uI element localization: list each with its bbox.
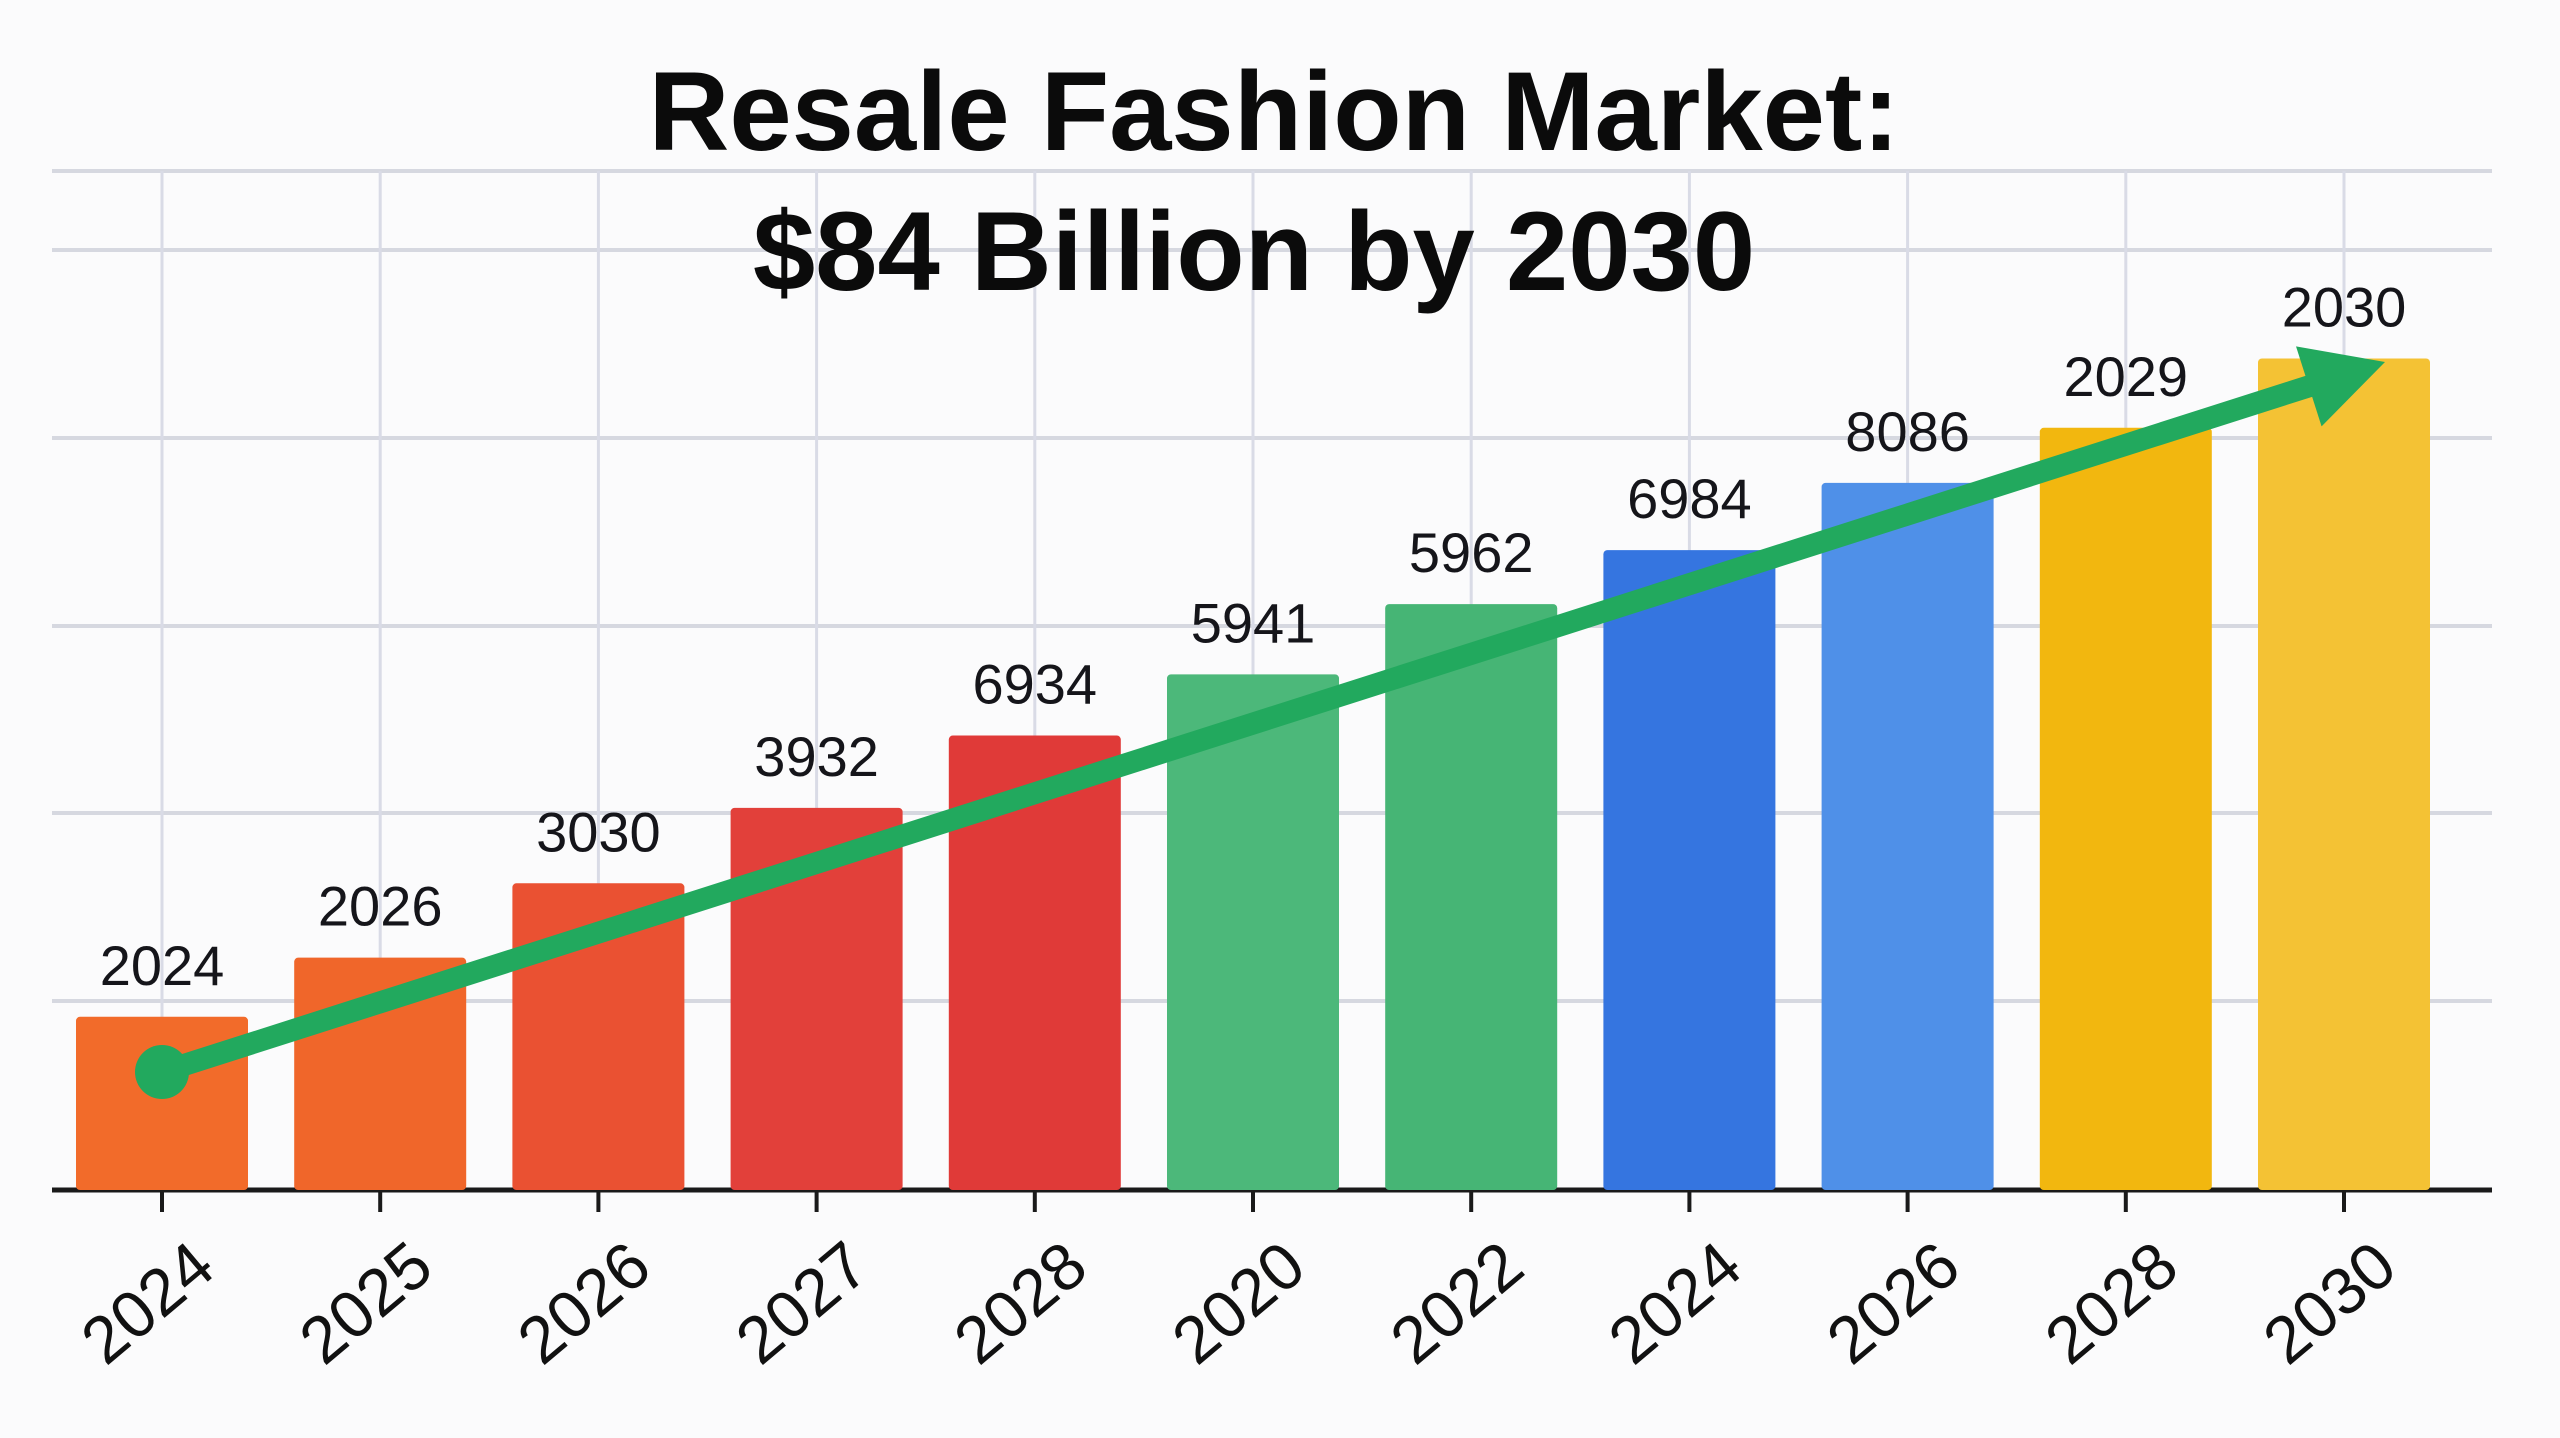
chart-title-line-2: $84 Billion by 2030 (753, 189, 1755, 314)
value-label: 2024 (100, 934, 225, 997)
value-label: 2026 (318, 875, 443, 938)
trend-arrow-head (2296, 346, 2385, 427)
value-label: 2029 (2064, 345, 2189, 408)
value-label: 3030 (536, 800, 661, 863)
x-tick-label: 2024 (1595, 1227, 1755, 1378)
trend-arrow-line (151, 375, 2320, 1083)
bar-7 (1603, 550, 1776, 1190)
bar-3 (730, 807, 903, 1190)
bar-6 (1385, 604, 1558, 1190)
x-tick-label: 2022 (1376, 1227, 1536, 1378)
bar-2 (512, 883, 685, 1190)
bar-4 (948, 735, 1121, 1190)
bar-5 (1167, 674, 1339, 1190)
x-tick-label: 2024 (67, 1227, 227, 1378)
value-label: 2030 (2282, 275, 2407, 338)
trend-arrow-start-dot (135, 1045, 189, 1099)
value-labels: 2024 2026 3030 3932 6934 5941 5962 6984 8086 2029… (100, 275, 2407, 996)
x-tick-label: 2028 (940, 1227, 1100, 1378)
value-label: 6984 (1627, 467, 1752, 530)
bar-10 (2258, 358, 2430, 1191)
value-label: 6934 (973, 653, 1098, 716)
x-tick-label: 2028 (2031, 1227, 2191, 1378)
x-tick-labels: 2024 2025 2026 2027 2028 2020 2022 2024 2026 2028… (67, 1227, 2409, 1378)
x-tick-label: 2020 (1158, 1227, 1318, 1378)
bar-9 (2039, 427, 2212, 1191)
x-tick-label: 2030 (2249, 1227, 2409, 1378)
x-tick-label: 2026 (1813, 1227, 1973, 1378)
bar-8 (1821, 482, 1994, 1191)
chart-title-line-1: Resale Fashion Market: (648, 49, 1899, 174)
value-label: 5941 (1191, 591, 1316, 654)
x-tick-label: 2027 (722, 1227, 882, 1378)
trend-arrow (135, 346, 2385, 1099)
value-label: 3932 (754, 725, 879, 788)
value-label: 5962 (1409, 521, 1534, 584)
x-tick-label: 2025 (285, 1227, 445, 1378)
bars (76, 358, 2430, 1191)
value-label: 8086 (1845, 400, 1970, 463)
x-tick-label: 2026 (504, 1227, 664, 1378)
